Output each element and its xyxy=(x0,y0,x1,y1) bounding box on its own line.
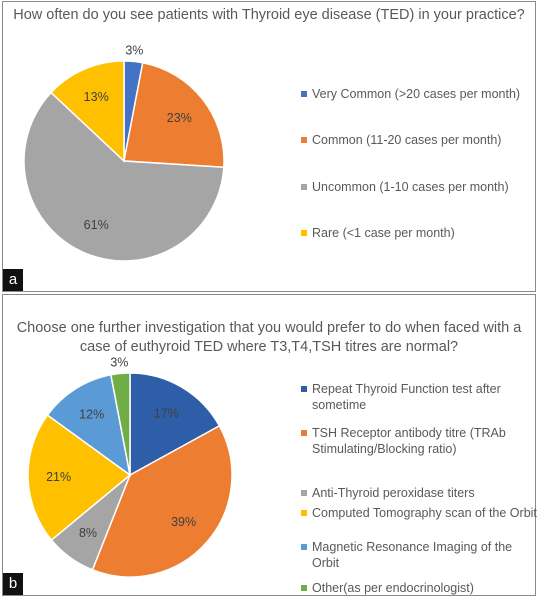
legend-swatch xyxy=(301,386,307,392)
pie-slice xyxy=(27,414,132,542)
legend-label: Anti-Thyroid peroxidase titers xyxy=(312,486,475,500)
data-label: 17% xyxy=(154,407,179,421)
legend-label: Magnetic Resonance Imaging of the Orbit xyxy=(312,540,513,570)
legend-label: Very Common (>20 cases per month) xyxy=(312,87,521,101)
data-label: 61% xyxy=(84,218,109,232)
legend-label: Rare (<1 case per month) xyxy=(312,226,455,240)
legend-swatch xyxy=(301,137,307,143)
legend-swatch xyxy=(301,490,307,496)
chart-b-title: Choose one further investigation that yo… xyxy=(16,320,522,355)
legend-item: Magnetic Resonance Imaging of the Orbit xyxy=(301,539,538,571)
panel-label-a: a xyxy=(3,269,23,291)
legend-item: Other(as per endocrinologist) xyxy=(301,580,538,596)
pie-chart-b: 17% 39% 8% 21% 12% 3% xyxy=(27,356,233,578)
legend-swatch xyxy=(301,544,307,550)
chart-a-title: How often do you see patients with Thyro… xyxy=(13,7,525,23)
legend-swatch xyxy=(301,230,307,236)
panel-label-b: b xyxy=(3,573,23,595)
pie-slice xyxy=(123,61,225,169)
data-label: 23% xyxy=(167,111,192,125)
legend-label: Computed Tomography scan of the Orbit xyxy=(312,506,537,520)
legend-label: Common (11-20 cases per month) xyxy=(312,133,502,147)
pie-slice xyxy=(46,373,132,477)
legend-item: Common (11-20 cases per month) xyxy=(301,132,538,148)
legend-swatch xyxy=(301,430,307,436)
legend-swatch xyxy=(301,510,307,516)
legend-swatch xyxy=(301,91,307,97)
legend-label: TSH Receptor antibody titre (TRAb Stimul… xyxy=(312,426,506,456)
pie-slice xyxy=(50,60,125,163)
legend-item: Very Common (>20 cases per month) xyxy=(301,86,538,102)
panel-a: How often do you see patients with Thyro… xyxy=(2,1,536,292)
data-label: 8% xyxy=(79,526,97,540)
data-label: 13% xyxy=(84,90,109,104)
pie-slice xyxy=(91,424,233,578)
legend-label: Other(as per endocrinologist) xyxy=(312,581,474,595)
panel-b: Choose one further investigation that yo… xyxy=(2,294,538,596)
legend-label: Uncommon (1-10 cases per month) xyxy=(312,180,509,194)
data-label: 12% xyxy=(79,408,104,422)
pie-chart-a: 3% 23% 61% 13% xyxy=(23,44,225,262)
pie-slice xyxy=(129,372,221,477)
legend-swatch xyxy=(301,184,307,190)
data-label: 3% xyxy=(125,44,143,58)
legend-item: Anti-Thyroid peroxidase titers xyxy=(301,485,538,501)
pie-slice xyxy=(23,91,225,262)
legend-item: Uncommon (1-10 cases per month) xyxy=(301,179,538,195)
legend-label: Repeat Thyroid Function test after somet… xyxy=(312,382,501,412)
data-label: 21% xyxy=(46,470,71,484)
legend-item: Computed Tomography scan of the Orbit xyxy=(301,505,538,521)
pie-slice xyxy=(110,372,131,476)
data-label: 3% xyxy=(110,356,128,370)
data-label: 39% xyxy=(171,515,196,529)
legend-item: Repeat Thyroid Function test after somet… xyxy=(301,381,538,413)
legend-swatch xyxy=(301,585,307,591)
legend-item: TSH Receptor antibody titre (TRAb Stimul… xyxy=(301,425,538,457)
legend-item: Rare (<1 case per month) xyxy=(301,225,538,241)
